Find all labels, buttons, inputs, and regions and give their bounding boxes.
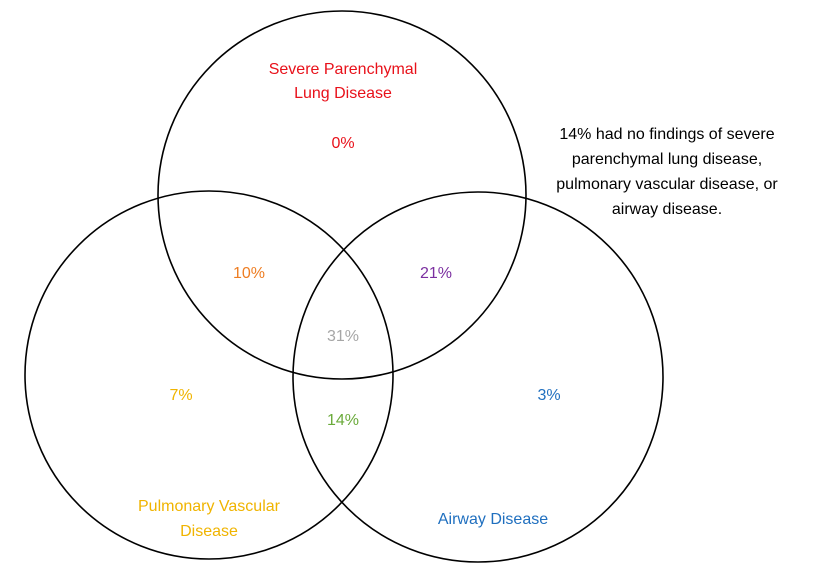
note-line1: 14% had no findings of severe	[559, 126, 774, 143]
circle-airway	[292, 191, 664, 563]
label-pulmonary-vascular-line1: Pulmonary Vascular	[138, 498, 281, 515]
region-vascular-airway: 14%	[327, 412, 359, 429]
note-line4: airway disease.	[612, 201, 722, 218]
region-parenchymal-vascular: 10%	[233, 265, 265, 282]
label-airway: Airway Disease	[438, 511, 548, 528]
circle-pulmonary-vascular	[24, 190, 394, 560]
note-line2: parenchymal lung disease,	[572, 151, 762, 168]
region-parenchymal-airway: 21%	[420, 265, 452, 282]
region-airway-only: 3%	[537, 387, 560, 404]
label-pulmonary-vascular-line2: Disease	[180, 523, 238, 540]
region-all-three: 31%	[327, 328, 359, 345]
circle-severe-parenchymal	[157, 10, 527, 380]
region-vascular-only: 7%	[169, 387, 192, 404]
note-line3: pulmonary vascular disease, or	[556, 176, 778, 193]
label-severe-parenchymal-line1: Severe Parenchymal	[269, 61, 418, 78]
region-parenchymal-only: 0%	[331, 135, 354, 152]
label-severe-parenchymal-line2: Lung Disease	[294, 85, 392, 102]
